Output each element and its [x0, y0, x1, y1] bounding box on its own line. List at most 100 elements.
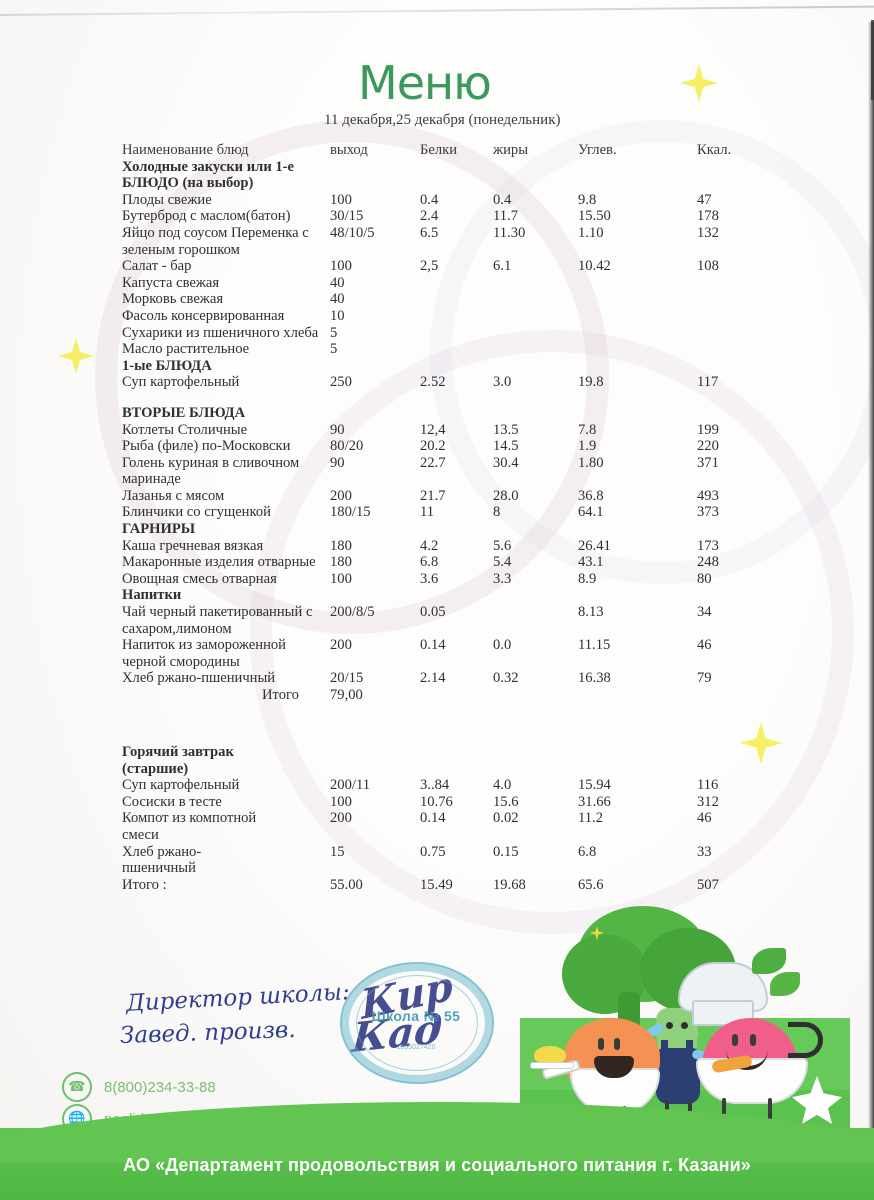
pot-handle-icon — [788, 1022, 823, 1058]
cell-uglev: 19.8 — [578, 374, 604, 391]
menu-table-body: Холодные закуски или 1-е БЛЮДО (на выбор)… — [0, 159, 874, 704]
breakfast-table-body: Суп картофельный 200/11 3..84 4.0 15.94 116 Со… — [0, 777, 874, 893]
breakfast-table: Горячий завтрак (старшие) Суп картофельн… — [0, 744, 874, 893]
cell-belki: 2.4 — [420, 208, 439, 225]
cell-kkal: 117 — [697, 374, 719, 391]
cell-ziry: 15.6 — [493, 793, 519, 810]
cell-uglev: 9.8 — [578, 191, 597, 208]
cell-uglev: 10.42 — [578, 258, 611, 275]
tomato-pot-mascot-leg — [768, 1098, 772, 1134]
cell-vyhod: 79,00 — [330, 687, 363, 703]
cell-vyhod: 100 — [330, 793, 352, 810]
cell-ziry: 11.7 — [493, 208, 518, 225]
cell-name: Плоды свежие — [122, 191, 212, 208]
table-row: сахаром,лимоном — [0, 621, 874, 638]
cell-name: Холодные закуски или 1-е — [122, 158, 295, 175]
cell-belki: 4.2 — [420, 537, 439, 554]
cell-belki: 0.14 — [420, 810, 446, 827]
signature-director-label: Директор школы: — [125, 979, 351, 1017]
cell-ziry: 8 — [493, 504, 501, 521]
table-row: Итого : 55.00 15.49 19.68 65.6 507 — [0, 877, 874, 894]
table-row: Чай черный пакетированный с 200/8/5 0.05 8.… — [0, 604, 874, 621]
table-row: Бутерброд с маслом(батон) 30/15 2.4 11.7 15.… — [0, 208, 874, 225]
table-row: Компот из компотной 200 0.14 0.02 11.2 46 — [0, 810, 874, 827]
cell-name: Салат - бар — [122, 258, 192, 275]
cell-name: пшеничный — [122, 860, 196, 877]
cell-vyhod: 90 — [330, 421, 345, 438]
cell-name: Рыба (филе) по-Московски — [122, 438, 291, 455]
cell-name: Напитки — [122, 587, 182, 604]
cell-vyhod: 250 — [330, 374, 352, 391]
cell-ziry: 6.1 — [493, 258, 512, 275]
cell-belki: 22.7 — [420, 454, 446, 471]
cell-belki: 15.49 — [420, 876, 453, 893]
cell-name: Овощная смесь отварная — [122, 570, 277, 587]
cell-vyhod: 40 — [330, 274, 345, 291]
chef-hat-band — [692, 1000, 754, 1026]
broccoli-chef-strap — [661, 1040, 668, 1058]
cell-kkal: 34 — [697, 604, 712, 621]
table-row: Салат - бар 100 2,5 6.1 10.42 108 — [0, 258, 874, 275]
cell-vyhod: 5 — [330, 341, 338, 358]
cell-kkal: 47 — [697, 191, 712, 208]
cell-uglev: 64.1 — [578, 504, 604, 521]
cell-name: Блинчики со сгущенкой — [122, 504, 271, 521]
cell-kkal: 199 — [697, 421, 719, 438]
table-row: Овощная смесь отварная 100 3.6 3.3 8.9 80 — [0, 571, 874, 588]
header-vyhod: выход — [330, 142, 368, 158]
cell-name: ВТОРЫЕ БЛЮДА — [122, 404, 246, 421]
cell-name: Масло растительное — [122, 341, 250, 358]
table-row: Голень куриная в сливочном 90 22.7 30.4 1.80… — [0, 455, 874, 472]
cell-vyhod: 180 — [330, 537, 352, 554]
cell-name: Лазанья с мясом — [122, 487, 225, 504]
page-title: Меню — [358, 56, 492, 110]
table-row: Напиток из замороженной 200 0.14 0.0 11.15 46 — [0, 637, 874, 654]
header-kkal: Ккал. — [697, 142, 732, 158]
cell-ziry: 5.4 — [493, 554, 512, 571]
star-top-right-icon — [680, 64, 718, 102]
cell-vyhod: 15 — [330, 843, 345, 860]
table-row: зеленым горошком — [0, 242, 874, 259]
cell-kkal: 507 — [697, 876, 719, 893]
menu-section-heading: Напитки — [0, 587, 874, 604]
table-header-row: Наименование блюд выход Белки жиры Углев… — [0, 142, 874, 159]
cell-name: Итого — [262, 687, 299, 703]
cell-name: ГАРНИРЫ — [122, 521, 196, 538]
phone-icon: ☎ — [62, 1072, 92, 1102]
cell-kkal: 132 — [697, 224, 719, 241]
cell-name: 1-ые БЛЮДА — [122, 357, 212, 374]
cell-kkal: 248 — [697, 554, 719, 571]
table-row: Каша гречневая вязкая 180 4.2 5.6 26.41 173 — [0, 538, 874, 555]
cell-vyhod: 200/8/5 — [330, 604, 375, 621]
contact-phone[interactable]: ☎ 8(800)234-33-88 — [62, 1072, 216, 1102]
cell-belki: 0.05 — [420, 604, 446, 621]
cell-uglev: 1.80 — [578, 454, 604, 471]
cell-kkal: 178 — [697, 208, 719, 225]
table-row: Рыба (филе) по-Московски 80/20 20.2 14.5 1.9… — [0, 438, 874, 455]
cell-kkal: 46 — [697, 637, 712, 654]
cell-vyhod: 100 — [330, 258, 352, 275]
table-row: Лазанья с мясом 200 21.7 28.0 36.8 493 — [0, 488, 874, 505]
cell-vyhod: 30/15 — [330, 208, 364, 225]
cell-vyhod: 5 — [330, 324, 338, 341]
cell-kkal: 220 — [697, 438, 719, 455]
menu-section-heading: ВТОРЫЕ БЛЮДА — [0, 405, 874, 422]
cell-belki: 6.5 — [420, 224, 439, 241]
cell-ziry: 0.02 — [493, 810, 519, 827]
cell-vyhod: 200/11 — [330, 777, 370, 794]
cell-belki: 12,4 — [420, 421, 446, 438]
cell-belki: 2.52 — [420, 374, 446, 391]
table-row: Масло растительное 5 — [0, 341, 874, 358]
header-belki: Белки — [420, 142, 458, 158]
cell-belki: 2,5 — [420, 258, 439, 275]
cell-name: Бутерброд с маслом(батон) — [122, 208, 291, 225]
cell-vyhod: 200 — [330, 487, 352, 504]
cell-ziry: 11.30 — [493, 224, 526, 241]
serving-tray-icon — [534, 1046, 566, 1064]
serving-tray-base — [530, 1062, 574, 1069]
cell-kkal: 79 — [697, 670, 712, 687]
cell-name: Хлеб ржано-пшеничный — [122, 670, 276, 687]
cell-belki: 6.8 — [420, 554, 439, 571]
table-row: Блинчики со сгущенкой 180/15 11 8 64.1 373 — [0, 504, 874, 521]
